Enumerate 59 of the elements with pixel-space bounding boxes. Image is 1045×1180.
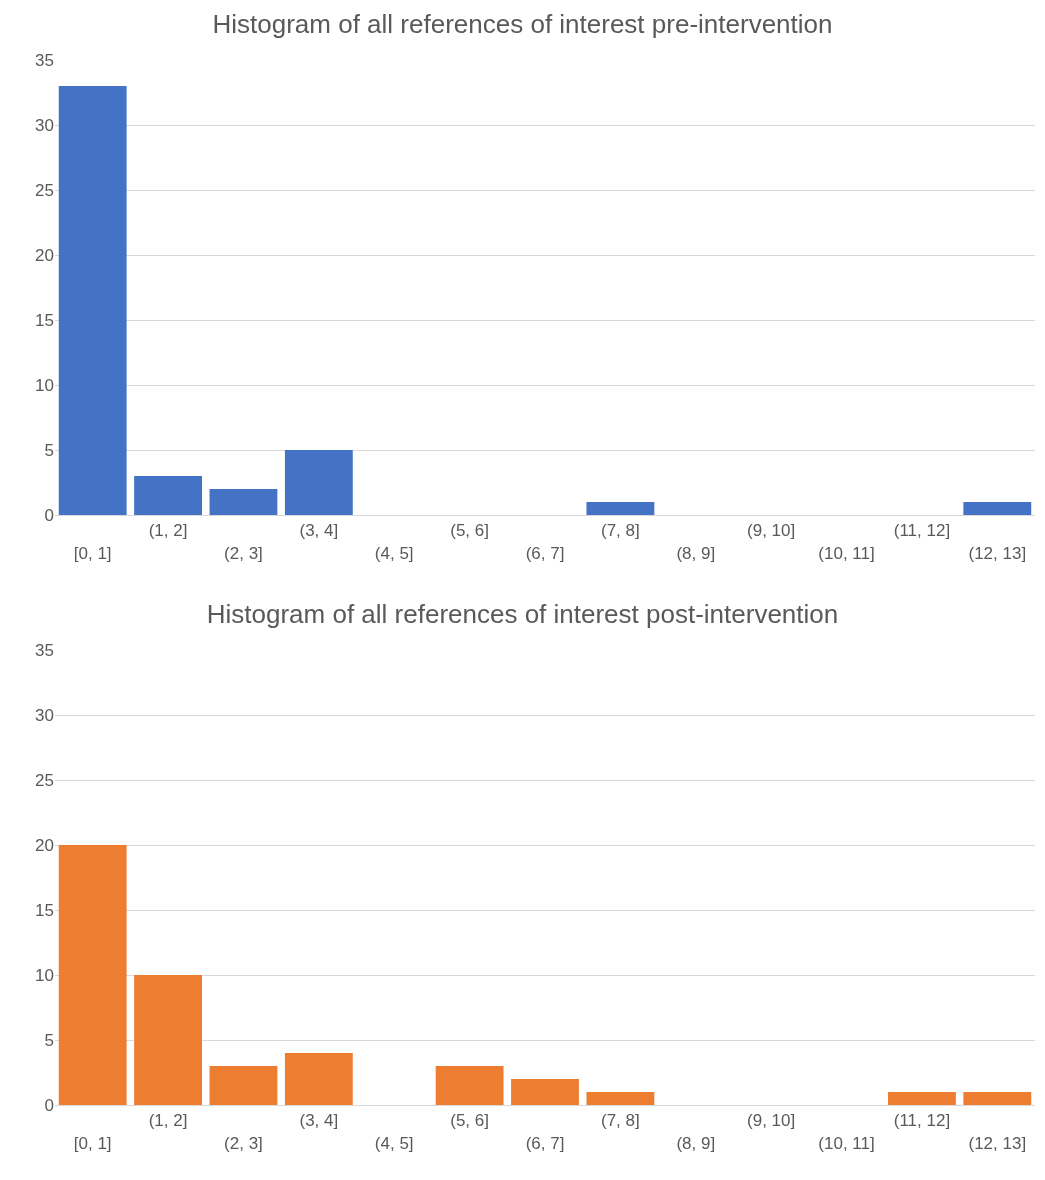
x-tick-label: (6, 7] [525, 543, 565, 563]
bar [209, 489, 278, 515]
bar [58, 86, 127, 515]
y-tick-label: 25 [35, 180, 54, 200]
x-tick-label: (4, 5] [374, 543, 414, 563]
bar [511, 1079, 579, 1105]
y-tick-label: 30 [35, 705, 54, 725]
bar [586, 502, 655, 515]
bar [284, 1053, 353, 1105]
x-tick-label: (11, 12] [893, 1111, 951, 1131]
chart-title: Histogram of all references of interest post-intervention [206, 598, 839, 629]
chart-title: Histogram of all references of interest pre-intervention [212, 8, 833, 39]
x-tick-label: (5, 6] [450, 1111, 489, 1131]
y-tick-label: 5 [44, 440, 54, 460]
bar [209, 1066, 278, 1105]
y-tick-label: 35 [35, 50, 54, 70]
y-tick-label: 20 [35, 835, 54, 855]
y-tick-label: 10 [35, 375, 54, 395]
y-tick-label: 0 [44, 1095, 54, 1115]
x-tick-label: [0, 1] [73, 1133, 112, 1153]
y-tick-label: 20 [35, 245, 54, 265]
y-tick-label: 30 [35, 115, 54, 135]
bar [134, 476, 202, 515]
y-tick-label: 5 [44, 1030, 54, 1050]
x-tick-label: (10, 11] [818, 1133, 875, 1153]
x-tick-label: [0, 1] [73, 543, 112, 563]
y-tick-label: 35 [35, 640, 54, 660]
x-tick-label: (6, 7] [525, 1133, 565, 1153]
x-tick-label: (1, 2] [148, 1111, 188, 1131]
x-tick-label: (7, 8] [601, 1111, 640, 1131]
bar [435, 1066, 504, 1105]
y-tick-label: 0 [44, 505, 54, 525]
bar [134, 975, 202, 1105]
x-tick-label: (10, 11] [818, 543, 875, 563]
bar [586, 1092, 655, 1105]
x-tick-label: (8, 9] [676, 543, 716, 563]
x-tick-label: (2, 3] [224, 1133, 263, 1153]
y-tick-label: 10 [35, 965, 54, 985]
bar [284, 450, 353, 515]
x-tick-label: (3, 4] [299, 1111, 339, 1131]
x-tick-label: (7, 8] [601, 521, 640, 541]
bar [888, 1092, 956, 1105]
y-tick-label: 15 [35, 310, 54, 330]
bar [963, 502, 1032, 515]
x-tick-label: (3, 4] [299, 521, 339, 541]
x-tick-label: (8, 9] [676, 1133, 716, 1153]
bar [58, 845, 127, 1105]
x-tick-label: (2, 3] [224, 543, 263, 563]
x-tick-label: (1, 2] [148, 521, 188, 541]
x-tick-label: (9, 10] [747, 1111, 796, 1131]
y-tick-label: 15 [35, 900, 54, 920]
x-tick-label: (12, 13] [968, 1133, 1027, 1153]
x-tick-label: (4, 5] [374, 1133, 414, 1153]
x-tick-label: (9, 10] [747, 521, 796, 541]
y-tick-label: 25 [35, 770, 54, 790]
x-tick-label: (12, 13] [968, 543, 1027, 563]
bar [963, 1092, 1032, 1105]
x-tick-label: (11, 12] [893, 521, 951, 541]
x-tick-label: (5, 6] [450, 521, 489, 541]
